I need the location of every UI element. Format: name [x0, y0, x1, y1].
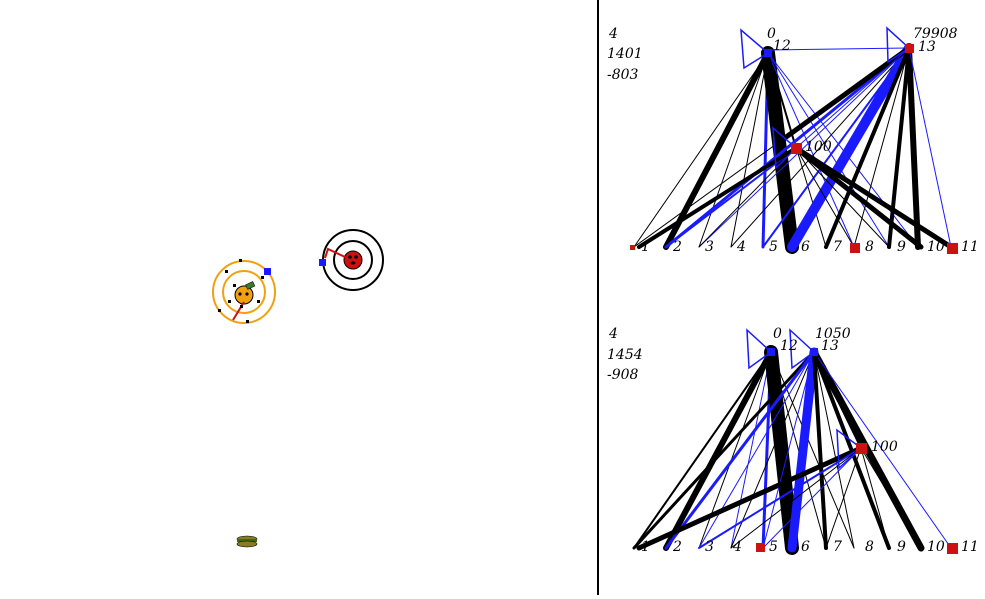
net1-top-value: 79908: [913, 26, 958, 42]
net1-label-3: 3: [705, 239, 714, 255]
red-agent-marker: [319, 259, 326, 266]
net2-label-100: 100: [871, 439, 898, 455]
net2-node-5: [756, 543, 765, 552]
net2-label-5: 5: [769, 539, 778, 555]
net2-label-12: 12: [780, 338, 798, 354]
net1-stat-1: 4: [608, 26, 618, 42]
net1-label-100: 100: [805, 139, 832, 155]
burger-icon[interactable]: [236, 535, 258, 548]
net2-node-11: [947, 543, 958, 554]
net2-label-8: 8: [865, 539, 874, 555]
network-panel-2: 4 1454 -908 1050: [599, 298, 985, 595]
net1-label-2: 2: [672, 239, 682, 255]
net2-label-1: 1: [641, 539, 650, 555]
net1-node-1: [630, 245, 635, 250]
network-panel-1: 4 1401 -803 79908: [599, 0, 985, 295]
net2-label-13: 13: [821, 338, 839, 354]
net2-label-9: 9: [897, 539, 906, 555]
net1-label-9: 9: [897, 239, 906, 255]
net1-label-11: 11: [961, 239, 979, 255]
net1-node-8: [850, 243, 860, 253]
net1-node-12: [764, 49, 772, 57]
panel-divider: [597, 0, 599, 595]
orange-agent[interactable]: [212, 259, 276, 324]
net1-stat-3: -803: [607, 67, 639, 83]
net2-top-value: 1050: [815, 326, 851, 342]
net2-node-100: [856, 443, 867, 454]
net1-label-10: 10: [927, 239, 945, 255]
net2-node-12: [767, 348, 775, 356]
simulation-arena: [212, 229, 384, 548]
net2-label-6: 6: [801, 539, 810, 555]
net1-label-4: 4: [736, 239, 746, 255]
net1-label-6: 6: [801, 239, 810, 255]
net1-connections: [633, 26, 954, 254]
net2-connections: [632, 328, 952, 555]
orange-agent-marker: [264, 268, 271, 275]
net1-label-8: 8: [865, 239, 874, 255]
net1-label-7: 7: [833, 239, 842, 255]
net2-label-4: 4: [732, 539, 742, 555]
net1-label-12: 12: [773, 38, 791, 54]
net2-label-11: 11: [961, 539, 979, 555]
net2-stat-3: -908: [607, 367, 639, 383]
net1-label-1: 1: [641, 239, 650, 255]
net1-labels: 0 12 13 100 1 2 3 4 5 6 7 8 9 10 11: [641, 26, 979, 255]
net2-label-3: 3: [705, 539, 714, 555]
red-agent[interactable]: [319, 229, 384, 291]
net1-label-5: 5: [769, 239, 778, 255]
net2-stat-1: 4: [608, 326, 618, 342]
net2-stat-2: 1454: [607, 347, 643, 363]
net1-node-13: [905, 44, 914, 53]
net1-node-100: [791, 143, 802, 154]
net1-label-0: 0: [767, 26, 776, 42]
net2-label-2: 2: [672, 539, 682, 555]
net1-label-13: 13: [918, 39, 936, 55]
net1-node-11: [947, 243, 958, 254]
net2-label-7: 7: [833, 539, 842, 555]
net2-nodes: [756, 348, 958, 554]
net1-stat-2: 1401: [607, 46, 643, 62]
net2-label-0: 0: [773, 326, 782, 342]
net2-label-10: 10: [927, 539, 945, 555]
net2-node-13: [810, 348, 818, 356]
net2-labels: 0 12 13 100 1 2 3 4 5 6 7 8 9 10 11: [641, 326, 979, 555]
net1-nodes: [630, 44, 958, 254]
